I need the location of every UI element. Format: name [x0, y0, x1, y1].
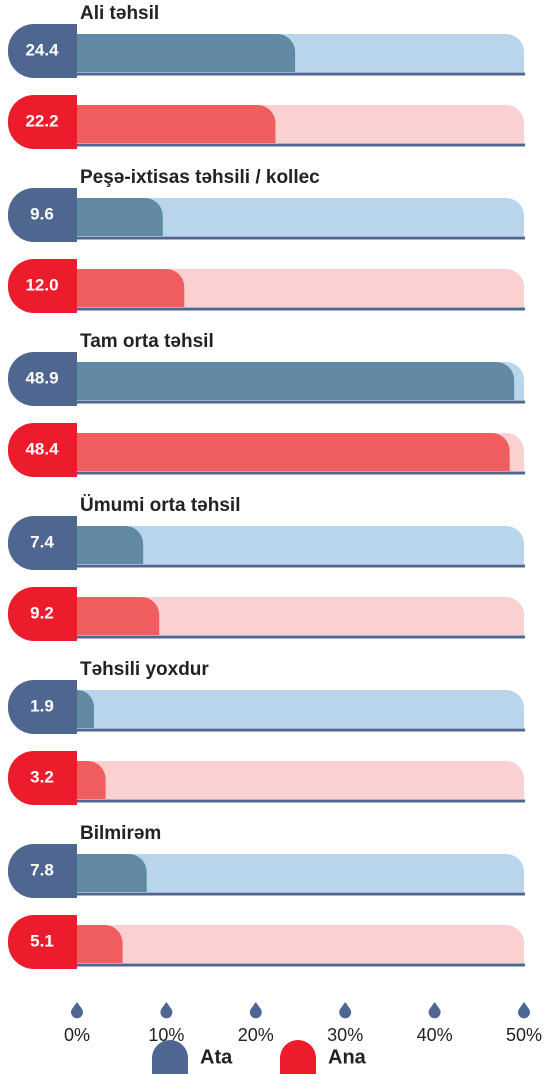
bar	[77, 105, 276, 143]
x-tick-label: 10%	[148, 1025, 184, 1045]
category-label: Tam orta təhsil	[80, 331, 214, 352]
value-label: 7.8	[30, 860, 54, 879]
value-badge	[8, 24, 77, 78]
category-label: Təhsili yoxdur	[80, 659, 209, 680]
bar-track	[77, 761, 524, 799]
value-badge	[8, 587, 77, 641]
bar-track	[77, 854, 524, 892]
value-badge	[8, 259, 77, 313]
x-tick-label: 20%	[238, 1025, 274, 1045]
x-tick-mark	[428, 1002, 441, 1019]
value-badge	[8, 95, 77, 149]
bar	[77, 690, 94, 728]
bar	[77, 433, 510, 471]
bar	[77, 854, 147, 892]
bar	[77, 597, 160, 635]
value-label: 5.1	[30, 931, 54, 950]
bar	[77, 34, 296, 72]
value-label: 12.0	[25, 275, 58, 294]
bar-track	[77, 269, 524, 307]
value-label: 48.4	[25, 439, 59, 458]
bar	[77, 198, 163, 236]
category-label: Bilmirəm	[80, 823, 161, 844]
value-badge	[8, 751, 77, 805]
bar-track	[77, 690, 524, 728]
value-badge	[8, 680, 77, 734]
bar	[77, 526, 144, 564]
legend-swatch	[152, 1040, 188, 1074]
value-label: 7.4	[30, 532, 54, 551]
bar	[77, 362, 515, 400]
value-label: 48.9	[25, 368, 58, 387]
x-tick-mark	[160, 1002, 173, 1019]
value-label: 3.2	[30, 767, 54, 786]
value-label: 9.2	[30, 603, 54, 622]
bar-track	[77, 597, 524, 635]
bar-track	[77, 526, 524, 564]
value-label: 1.9	[30, 696, 54, 715]
value-badge	[8, 915, 77, 969]
bar-track	[77, 925, 524, 963]
x-tick-mark	[339, 1002, 352, 1019]
value-badge	[8, 352, 77, 406]
value-badge	[8, 188, 77, 242]
category-label: Ali təhsil	[80, 3, 159, 24]
value-label: 22.2	[25, 111, 58, 130]
value-badge	[8, 423, 77, 477]
x-tick-mark	[71, 1002, 83, 1019]
value-label: 24.4	[25, 40, 59, 59]
bar	[77, 761, 106, 799]
value-badge	[8, 516, 77, 570]
x-tick-mark	[518, 1002, 531, 1019]
bar	[77, 925, 123, 963]
x-tick-label: 50%	[506, 1025, 542, 1045]
x-tick-label: 30%	[327, 1025, 363, 1045]
value-label: 9.6	[30, 204, 54, 223]
x-tick-label: 40%	[417, 1025, 453, 1045]
x-tick-label: 0%	[64, 1025, 90, 1045]
legend-label: Ata	[200, 1046, 233, 1068]
x-tick-mark	[249, 1002, 262, 1019]
category-label: Peşə-ixtisas təhsili / kollec	[80, 167, 320, 188]
legend-swatch	[280, 1040, 316, 1074]
bar	[77, 269, 185, 307]
legend-label: Ana	[328, 1046, 367, 1068]
bar-track	[77, 198, 524, 236]
category-label: Ümumi orta təhsil	[80, 495, 240, 516]
value-badge	[8, 844, 77, 898]
